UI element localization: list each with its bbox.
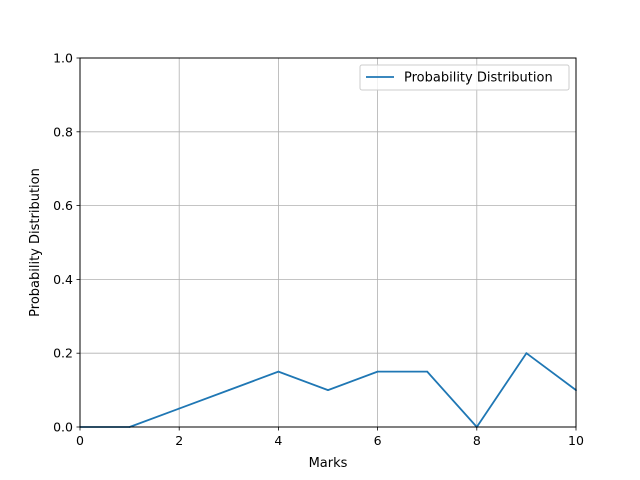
data-point [426, 370, 429, 373]
x-tick-label: 2 [175, 433, 183, 448]
x-tick-label: 6 [374, 433, 382, 448]
series-layer [79, 352, 577, 428]
x-axis: 0 2 4 6 8 10 [76, 427, 584, 448]
y-tick-label: 0.4 [53, 272, 73, 287]
y-tick-label: 0.8 [53, 124, 73, 139]
y-tick-label: 0.0 [53, 420, 73, 435]
data-point [376, 370, 379, 373]
y-axis: 0.0 0.2 0.4 0.6 0.8 1.0 [53, 51, 80, 435]
x-tick-label: 10 [568, 433, 584, 448]
data-point [277, 370, 280, 373]
x-axis-label: Marks [309, 456, 348, 471]
data-point [525, 352, 528, 355]
legend: Probability Distribution [359, 64, 570, 91]
data-point [327, 389, 329, 391]
y-axis-label: Probability Distribution [28, 168, 43, 317]
data-point [178, 407, 181, 410]
legend-label: Probability Distribution [404, 71, 553, 86]
y-tick-label: 1.0 [53, 51, 73, 66]
x-tick-label: 8 [473, 433, 481, 448]
x-tick-label: 0 [76, 433, 84, 448]
y-tick-label: 0.6 [53, 198, 73, 213]
legend-box [359, 64, 570, 91]
data-point [227, 389, 230, 391]
grid-lines [79, 57, 577, 428]
y-tick-label: 0.2 [53, 346, 73, 361]
x-tick-label: 4 [274, 433, 282, 448]
plot-frame [79, 57, 577, 428]
